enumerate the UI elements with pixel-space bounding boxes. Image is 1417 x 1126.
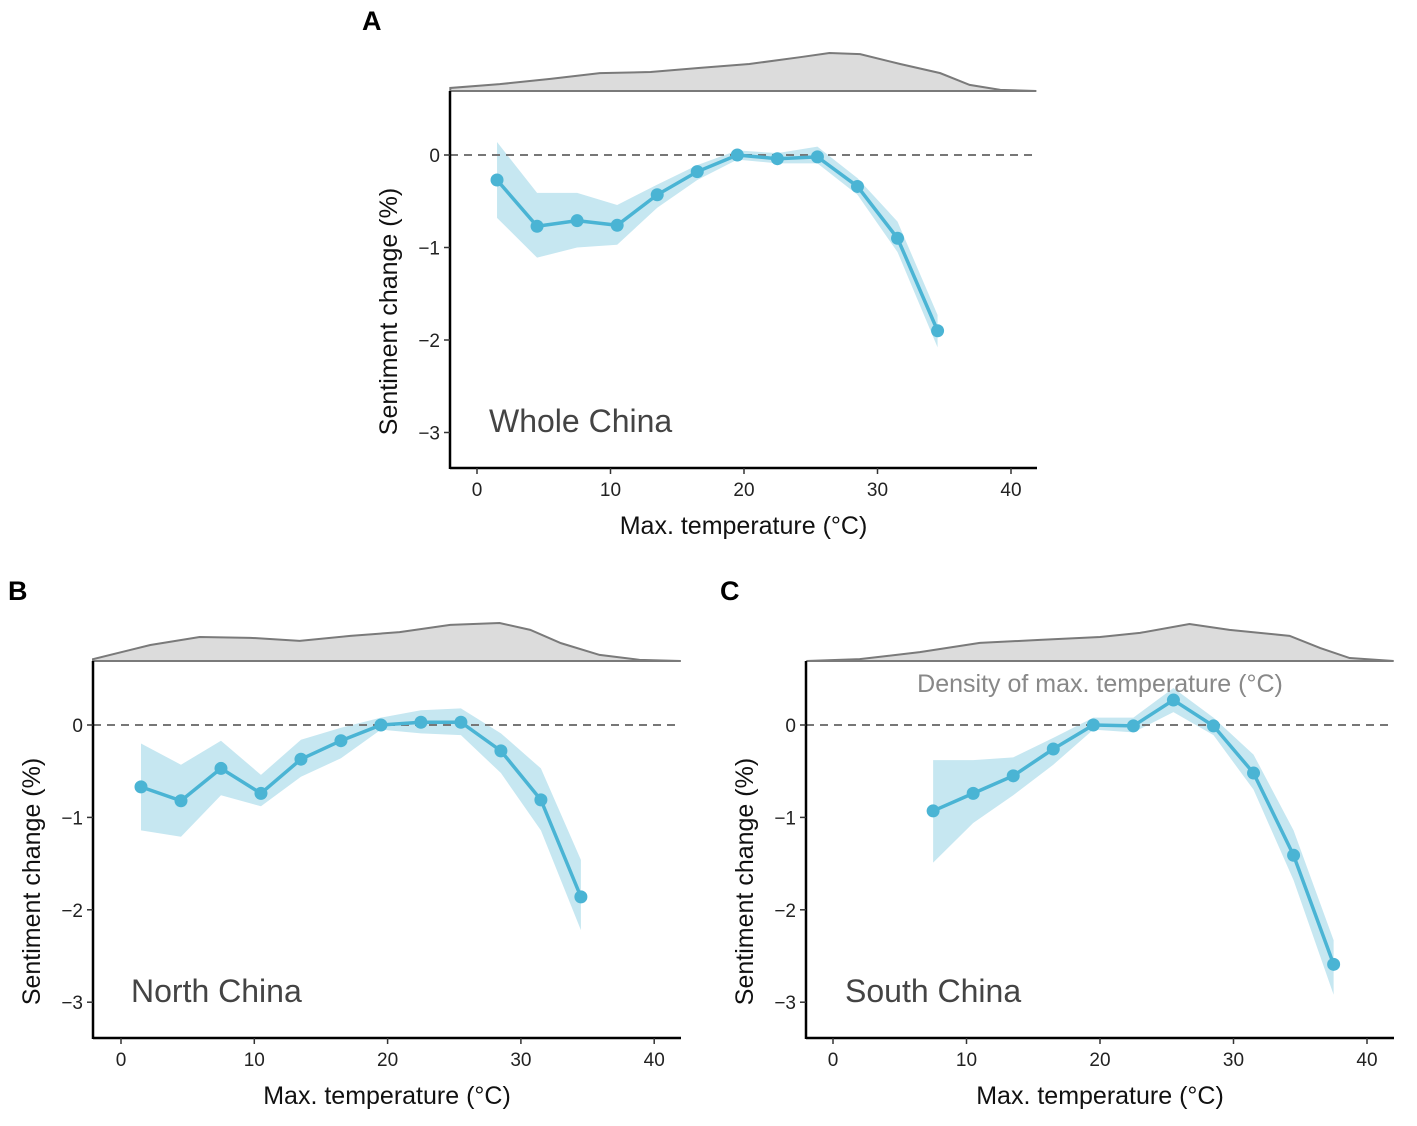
data-point [334,734,348,748]
x-axis-label: Max. temperature (°C) [976,1082,1224,1110]
y-tick-label: 0 [72,716,83,737]
data-point [134,780,148,794]
y-tick-label: −2 [774,901,796,922]
x-axis-label: Max. temperature (°C) [620,512,868,540]
y-tick-label: −3 [61,993,83,1014]
y-tick-label: −2 [418,331,440,352]
data-point [530,219,544,233]
y-axis-label: Sentiment change (%) [375,188,403,435]
y-tick-label: −3 [418,424,440,445]
series-line [495,153,940,332]
data-point [1206,719,1220,733]
y-axis-label: Sentiment change (%) [18,758,46,1005]
data-point [494,744,508,758]
data-point [610,218,624,232]
data-point [454,715,468,729]
confidence-band [140,708,581,931]
confidence-band [497,142,938,348]
series-line [140,720,583,898]
x-tick-label: 10 [956,1050,977,1071]
region-label: Whole China [489,403,672,439]
y-tick-label: −1 [418,239,440,260]
panel-c: 0 10 20 30 40 0 −1 −2 −3 Max. temperature (°C) Sen… [720,576,1394,1110]
data-point [294,752,308,766]
y-axis-label: Sentiment change (%) [731,758,759,1005]
data-point [1166,693,1180,707]
panel-label: B [8,576,28,606]
data-point [1247,766,1261,780]
data-point [891,231,905,245]
y-tick-label: −3 [774,993,796,1014]
data-point [770,152,784,166]
x-tick-label: 40 [1356,1050,1377,1071]
x-tick-label: 20 [1089,1050,1110,1071]
data-point [414,715,428,729]
data-point [1086,718,1100,732]
panel-b: 0 10 20 30 40 0 −1 −2 −3 Max. temperature (°C) Sen… [8,576,681,1110]
data-point [490,173,504,187]
data-point [1126,719,1140,733]
data-point [574,890,588,904]
x-axis-label: Max. temperature (°C) [263,1082,511,1110]
x-tick-label: 10 [244,1050,265,1071]
data-point [570,214,584,228]
data-point [1287,848,1301,862]
y-tick-label: −1 [61,808,83,829]
data-point [730,148,744,162]
x-tick-label: 0 [472,480,483,501]
region-label: North China [131,973,302,1009]
panel-label: C [720,576,740,606]
x-tick-label: 30 [1223,1050,1244,1071]
data-point [931,324,945,338]
data-point [1006,769,1020,783]
data-point [374,718,388,732]
data-point [254,786,268,800]
x-tick-label: 0 [116,1050,127,1071]
data-point [926,804,940,818]
density-curve [806,622,1394,662]
density-curve [449,51,1037,92]
region-label: South China [845,973,1021,1009]
x-tick-label: 10 [600,480,621,501]
x-tick-label: 0 [828,1050,839,1071]
data-point [174,794,188,808]
data-point [690,165,704,179]
y-tick-label: −2 [61,901,83,922]
x-tick-label: 20 [733,480,754,501]
data-point [650,188,664,202]
density-label: Density of max. temperature (°C) [917,670,1283,698]
y-tick-label: 0 [429,146,440,167]
data-point [966,786,980,800]
data-point [810,150,824,164]
density-curve [92,621,681,662]
data-point [534,793,548,807]
data-point [214,761,228,775]
x-tick-label: 40 [1000,480,1021,501]
data-point [1327,957,1341,971]
panel-a: 0 10 20 30 40 0 −1 −2 −3 Max. temperature (°C) Sen… [362,6,1037,540]
x-tick-label: 30 [867,480,888,501]
x-tick-label: 20 [377,1050,398,1071]
data-point [850,179,864,193]
y-tick-label: −1 [774,808,796,829]
x-tick-label: 40 [644,1050,665,1071]
confidence-band [933,688,1334,995]
panel-label: A [362,6,382,36]
data-point [1046,742,1060,756]
y-tick-label: 0 [785,716,796,737]
x-tick-label: 30 [510,1050,531,1071]
